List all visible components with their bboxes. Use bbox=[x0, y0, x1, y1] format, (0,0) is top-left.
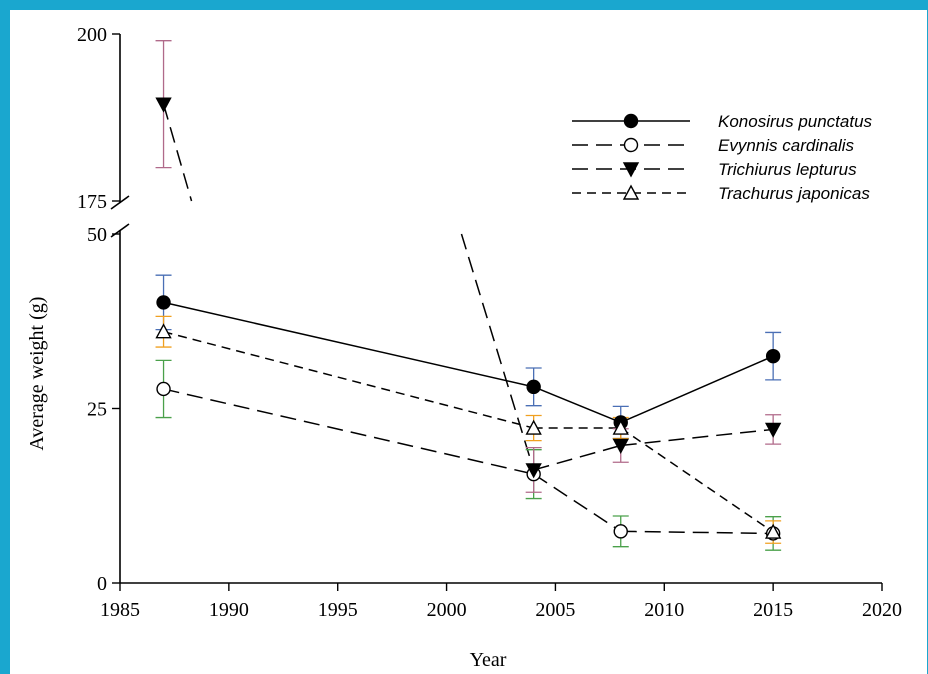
series-line-segment bbox=[533, 444, 621, 471]
data-point bbox=[525, 419, 542, 435]
series-line-segment bbox=[533, 386, 622, 424]
data-point bbox=[765, 348, 781, 364]
x-axis-label: Year bbox=[470, 649, 507, 671]
line-chart: 1985 1990 1995 2000 2005 2010 2015 2020 0 25 50 175… bbox=[26, 24, 902, 671]
legend-marker bbox=[622, 184, 640, 200]
series-line-segment bbox=[620, 428, 774, 447]
chart-frame: 1985 1990 1995 2000 2005 2010 2015 2020 0 25 50 175… bbox=[10, 10, 927, 674]
x-tick-label: 2000 bbox=[427, 599, 467, 621]
series-line-segment bbox=[163, 301, 534, 388]
x-tick-label: 1990 bbox=[209, 599, 249, 621]
series-line-segment bbox=[162, 103, 193, 202]
legend-label: Trichiurus lepturus bbox=[718, 160, 857, 179]
x-tick-label: 2020 bbox=[862, 599, 902, 621]
data-point bbox=[764, 523, 782, 539]
legend-label: Trachurus japonicas bbox=[718, 184, 870, 203]
data-point bbox=[764, 422, 782, 438]
series-line-segment bbox=[620, 355, 774, 424]
series-line-segment bbox=[163, 330, 534, 429]
data-point bbox=[613, 524, 628, 539]
data-point bbox=[156, 295, 171, 310]
series-line-segment bbox=[163, 388, 534, 475]
legend-marker bbox=[622, 162, 640, 178]
data-point bbox=[156, 381, 171, 397]
data-point bbox=[155, 323, 172, 339]
y-axis-label: Average weight (g) bbox=[26, 297, 48, 451]
axis-break-mark bbox=[110, 195, 130, 210]
series-line-segment bbox=[460, 233, 535, 471]
y-tick-label: 200 bbox=[77, 24, 107, 46]
data-point bbox=[155, 97, 172, 113]
axis-break-mark bbox=[110, 223, 130, 238]
legend-marker bbox=[623, 137, 639, 153]
y-tick-label: 25 bbox=[87, 399, 107, 421]
y-tick-label: 175 bbox=[77, 191, 107, 213]
legend-label: Evynnis cardinalis bbox=[718, 136, 855, 155]
data-point bbox=[612, 419, 629, 435]
series-line-segment bbox=[620, 427, 774, 533]
x-tick-label: 2015 bbox=[753, 599, 793, 621]
x-tick-label: 2005 bbox=[535, 599, 575, 621]
data-point bbox=[525, 463, 542, 479]
x-tick-label: 2010 bbox=[644, 599, 684, 621]
data-point bbox=[526, 379, 541, 395]
x-tick-label: 1985 bbox=[100, 599, 140, 621]
series-line-segment bbox=[620, 530, 774, 535]
x-tick-label: 1995 bbox=[318, 599, 358, 621]
y-tick-label: 50 bbox=[87, 224, 107, 246]
legend-marker bbox=[623, 113, 639, 129]
legend-label: Konosirus punctatus bbox=[718, 112, 873, 131]
series-line-segment bbox=[533, 473, 622, 532]
y-tick-label: 0 bbox=[97, 573, 107, 595]
data-point bbox=[612, 438, 629, 454]
